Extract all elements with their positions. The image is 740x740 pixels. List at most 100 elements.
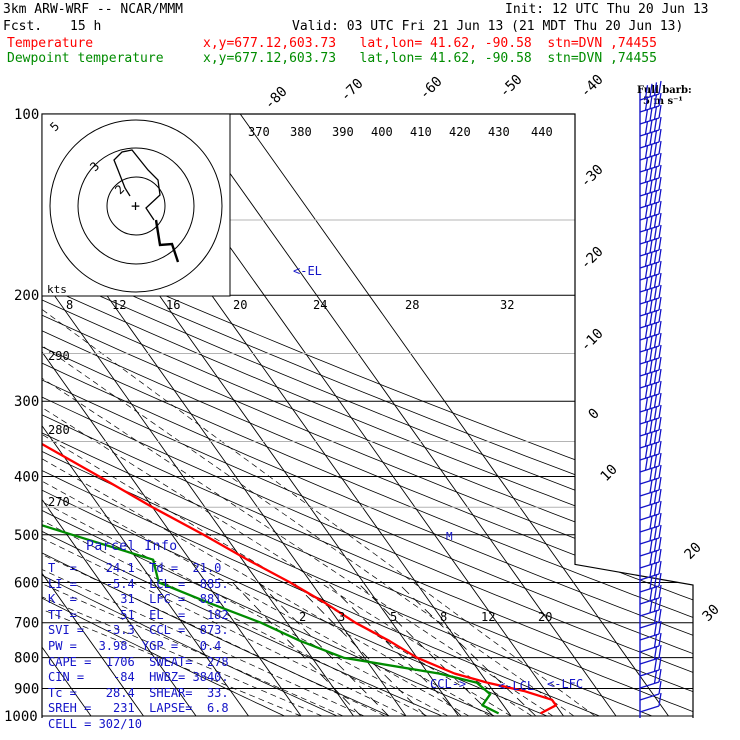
wind-barb-feather — [644, 385, 649, 399]
wind-barb-feather — [649, 431, 653, 445]
wind-barb-feather — [658, 332, 662, 347]
wind-barb-feather — [653, 454, 658, 468]
wind-barb-feather — [653, 106, 658, 120]
wind-barb-feather — [658, 572, 662, 587]
wind-barb-feather — [649, 275, 653, 289]
wind-barb-feather — [653, 562, 658, 576]
wind-barb-feather — [658, 500, 662, 515]
forecast-hours: 15 h — [70, 19, 102, 34]
isotherm-label: -80 — [262, 84, 291, 113]
wind-barb-feather — [644, 277, 649, 291]
pressure-axis-label: 700 — [14, 616, 39, 632]
wind-barb-feather — [658, 656, 662, 671]
hodograph-ring — [49, 119, 223, 293]
wind-barb-feather — [653, 334, 658, 348]
theta-label: 390 — [332, 125, 354, 139]
wind-barb-feather — [649, 407, 653, 421]
wind-barb-feather — [649, 287, 653, 301]
wind-barb-feather — [649, 335, 653, 349]
wind-barb-feather — [649, 167, 653, 181]
wind-barb-feather — [658, 128, 662, 143]
wind-barb-feather — [644, 397, 649, 411]
lcl-annotation: <-LCL — [498, 679, 534, 693]
wind-barb-feather — [658, 536, 662, 551]
wind-barb-feather — [649, 527, 653, 541]
wind-barb-feather — [658, 320, 662, 335]
wind-barb-feather — [658, 296, 662, 311]
isotherm-label: -50 — [497, 72, 526, 101]
isotherm-label: -30 — [578, 162, 607, 191]
wind-barb-feather — [649, 311, 653, 325]
mixing-ratio-label: 2 — [299, 610, 306, 624]
wind-barb-feather — [649, 191, 653, 205]
wind-barb-feather — [653, 370, 658, 384]
wind-barb-feather — [653, 502, 658, 516]
dry-adiabat-line — [42, 114, 548, 717]
parcel-row: TT = 51 EL = 182 — [48, 607, 229, 622]
parcel-row: T = 24.1 Td = 21.0 — [48, 561, 222, 575]
wind-barb — [639, 693, 660, 701]
wind-barb-feather — [649, 359, 653, 373]
hodograph-speed-label: 32 — [500, 298, 514, 312]
moist-adiabat-line — [42, 294, 512, 717]
model-title: 3km ARW-WRF -- NCAR/MMM — [3, 2, 184, 17]
dry-adiabat-line — [42, 114, 653, 717]
moist-adiabat-line — [42, 294, 449, 717]
wind-barb-feather — [649, 83, 653, 97]
wind-barb-feather — [649, 227, 653, 241]
dry-adiabat-line — [42, 114, 600, 717]
wind-barb-feather — [649, 131, 653, 145]
hodograph-speed-label: 28 — [405, 298, 419, 312]
temperature-profile-line — [42, 114, 558, 715]
wind-barb-feather — [649, 395, 653, 409]
wind-barb-feather — [644, 229, 649, 243]
hodograph-speed-label: 24 — [313, 298, 327, 312]
wind-barb-feather — [658, 176, 662, 191]
parcel-row: LI = -5.4 LCL = 885. — [48, 576, 229, 591]
wind-barb-feather — [644, 289, 649, 303]
dewpoint-location-info: x,y=677.12,603.73 lat,lon= 41.62, -90.58… — [203, 51, 657, 66]
wind-barb-feather — [658, 140, 662, 155]
wind-barb-feather — [644, 361, 649, 375]
isotherm-label: -20 — [578, 244, 607, 273]
wind-barb-feather — [658, 380, 662, 395]
wind-barb-feather — [649, 599, 653, 613]
wind-barb-feather — [658, 680, 662, 695]
moist-adiabat-line — [42, 294, 344, 717]
wind-barb-feather — [649, 119, 653, 133]
wind-barb-feather — [653, 466, 658, 480]
hodograph-ring — [106, 176, 166, 236]
dry-adiabat-line — [42, 114, 338, 717]
wind-barb-feather — [653, 178, 658, 192]
pressure-axis-label: 100 — [14, 107, 39, 123]
wind-barb-feather — [653, 406, 658, 420]
theta-label: 380 — [290, 125, 312, 139]
wind-barb-feather — [644, 157, 649, 171]
mixing-ratio-line — [293, 582, 426, 717]
wind-barb-feather — [649, 179, 653, 193]
wind-barb-feather — [658, 188, 662, 203]
dewpoint-legend-label: Dewpoint temperature — [7, 51, 164, 66]
wind-barb-feather — [653, 430, 658, 444]
isotherm-line — [42, 114, 197, 717]
wind-barb-feather — [653, 658, 658, 672]
wind-barb-feather — [653, 226, 658, 240]
wind-legend-units: 5 m s⁻¹ — [643, 96, 683, 107]
wind-barb-feather — [649, 419, 653, 433]
wind-barb-feather — [653, 610, 658, 624]
wind-barb-feather — [649, 479, 653, 493]
wind-barb-feather — [644, 85, 649, 99]
wind-barb-feather — [649, 215, 653, 229]
wind-barb-feather — [653, 538, 658, 552]
wind-barb-feather — [653, 154, 658, 168]
wind-barb-feather — [649, 575, 653, 589]
wind-legend-title: Full barb: — [637, 85, 692, 96]
el-annotation: <-EL — [293, 264, 322, 278]
wind-barb-feather — [644, 445, 649, 459]
wind-barb-feather — [658, 392, 662, 407]
wind-barb — [639, 681, 660, 689]
hodograph-speed-label: 8 — [66, 298, 73, 312]
temperature-location-info: x,y=677.12,603.73 lat,lon= 41.62, -90.58… — [203, 36, 657, 51]
parcel-info-box: Parcel Info T = 24.1 Td = 21.0 LI = -5.4… — [42, 537, 240, 739]
dry-adiabat-line — [42, 114, 693, 717]
